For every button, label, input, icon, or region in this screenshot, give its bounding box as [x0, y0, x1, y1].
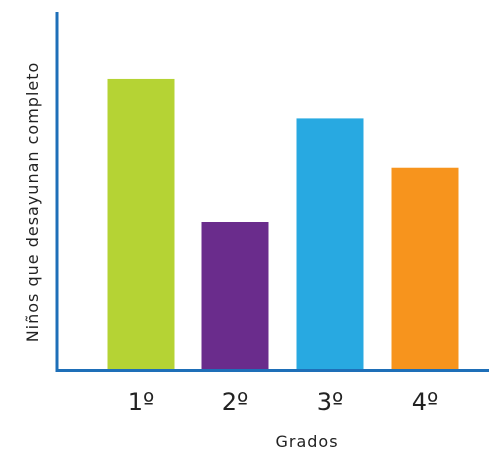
x-tick-label-2: 2º: [222, 388, 249, 416]
bar-4: [391, 167, 459, 370]
x-tick-labels: 1º 2º 3º 4º: [128, 388, 439, 416]
bars-group: [107, 78, 459, 371]
x-axis-title: Grados: [275, 432, 338, 451]
x-tick-label-3: 3º: [317, 388, 344, 416]
x-tick-label-4: 4º: [412, 388, 439, 416]
y-axis-title: Niños que desayunan completo: [23, 62, 42, 343]
bar-1: [107, 78, 175, 370]
x-tick-label-1: 1º: [128, 388, 155, 416]
bar-2: [201, 222, 269, 370]
bar-3: [296, 118, 364, 371]
